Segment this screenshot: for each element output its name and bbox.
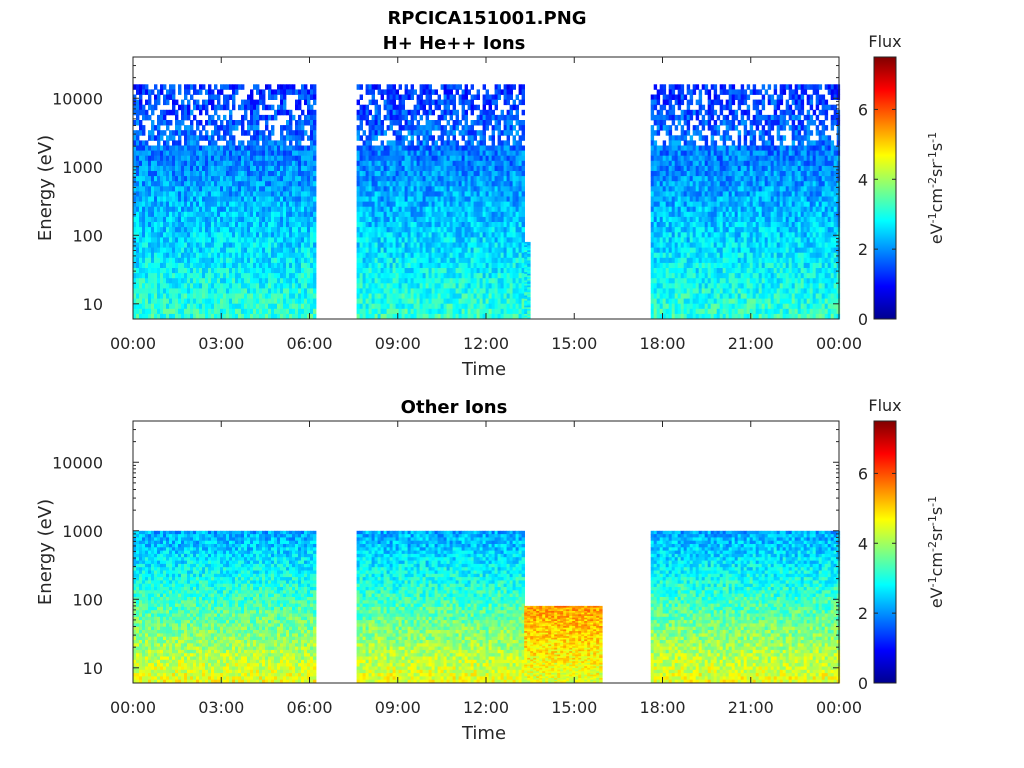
- figure-title: RPCICA151001.PNG: [387, 8, 586, 29]
- x-tick-label: 18:00: [639, 334, 685, 353]
- spectrogram-cells: [133, 84, 841, 320]
- y-axis-label: Energy (eV): [35, 135, 56, 241]
- colorbar-unit-label: eV-1cm-2sr-1s-1: [926, 132, 946, 244]
- data-interval-1: [133, 530, 317, 684]
- panel-title: Other Ions: [401, 397, 508, 418]
- spectrogram-cells: [133, 530, 841, 684]
- x-axis-label: Time: [461, 723, 506, 744]
- colorbar-tick-label: 4: [858, 170, 868, 189]
- x-tick-label: 00:00: [110, 698, 156, 717]
- colorbar-gradient: [873, 56, 897, 320]
- colorbar-tick-label: 6: [858, 464, 868, 483]
- y-tick-label: 100: [72, 590, 103, 609]
- x-tick-label: 00:00: [816, 698, 862, 717]
- colorbar-gradient: [873, 420, 897, 684]
- data-interval-4: [650, 84, 841, 320]
- colorbar: 0 2 4 6 Flux eV-1cm-2sr-1s-1: [858, 396, 946, 693]
- x-tick-label: 12:00: [463, 334, 509, 353]
- x-tick-label: 03:00: [198, 698, 244, 717]
- colorbar-title: Flux: [868, 396, 901, 415]
- x-tick-label: 21:00: [728, 698, 774, 717]
- x-tick-label: 15:00: [551, 334, 597, 353]
- x-tick-label: 18:00: [639, 698, 685, 717]
- panel-1: H+ He++ Ions 10 100 1000 10000 00:00 03:00 06:0…: [35, 32, 946, 380]
- colorbar-tick-label: 0: [858, 674, 868, 693]
- y-tick-label: 1000: [62, 522, 103, 541]
- colorbar-tick-label: 4: [858, 534, 868, 553]
- colorbar: 0 2 4 6 Flux eV-1cm-2sr-1s-1: [858, 32, 946, 329]
- x-tick-label: 06:00: [286, 698, 332, 717]
- colorbar-tick-label: 0: [858, 310, 868, 329]
- panel-title: H+ He++ Ions: [383, 33, 526, 54]
- colorbar-tick-label: 2: [858, 604, 868, 623]
- x-tick-label: 09:00: [375, 698, 421, 717]
- x-tick-label: 06:00: [286, 334, 332, 353]
- x-tick-label: 21:00: [728, 334, 774, 353]
- colorbar-title: Flux: [868, 32, 901, 51]
- x-axis-label: Time: [461, 359, 506, 380]
- data-interval-4: [650, 530, 841, 684]
- x-tick-label: 15:00: [551, 698, 597, 717]
- y-tick-label: 10: [83, 659, 103, 678]
- data-interval-3: [524, 241, 531, 320]
- x-tick-label: 03:00: [198, 334, 244, 353]
- data-interval-2: [356, 84, 525, 320]
- panel-2: Other Ions 10 100 1000 10000 00:00 03:00 06:00 0…: [35, 396, 946, 744]
- data-interval-2: [356, 530, 525, 684]
- x-tick-label: 12:00: [463, 698, 509, 717]
- data-interval-1: [133, 84, 317, 320]
- x-tick-label: 00:00: [816, 334, 862, 353]
- data-interval-3: [524, 605, 603, 684]
- x-tick-label: 00:00: [110, 334, 156, 353]
- y-tick-label: 10: [83, 295, 103, 314]
- colorbar-unit-label: eV-1cm-2sr-1s-1: [926, 496, 946, 608]
- y-tick-label: 1000: [62, 158, 103, 177]
- colorbar-tick-label: 2: [858, 240, 868, 259]
- y-tick-label: 100: [72, 226, 103, 245]
- x-tick-label: 09:00: [375, 334, 421, 353]
- colorbar-tick-label: 6: [858, 100, 868, 119]
- y-tick-label: 10000: [52, 89, 103, 108]
- y-axis-label: Energy (eV): [35, 499, 56, 605]
- y-tick-label: 10000: [52, 453, 103, 472]
